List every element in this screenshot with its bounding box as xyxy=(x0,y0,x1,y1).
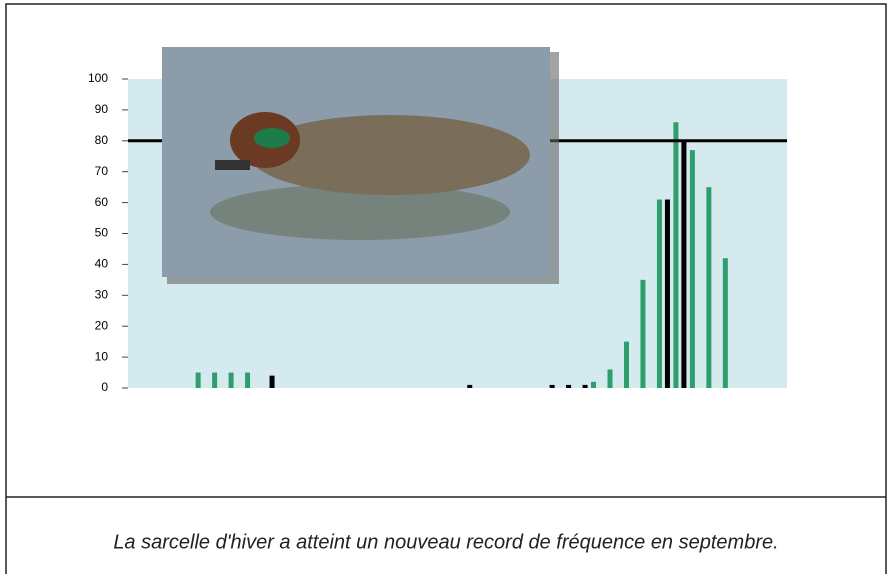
bar xyxy=(640,279,646,388)
y-tick-label: 40 xyxy=(95,257,109,271)
bar xyxy=(607,369,613,388)
photo xyxy=(162,47,559,284)
y-tick-label: 100 xyxy=(88,71,108,85)
duck-bill xyxy=(215,160,250,170)
bar xyxy=(623,341,629,388)
bar xyxy=(549,384,555,388)
bar xyxy=(582,384,588,388)
bar xyxy=(566,384,572,388)
bar xyxy=(245,372,251,388)
caption: La sarcelle d'hiver a atteint un nouveau… xyxy=(113,531,778,553)
bar xyxy=(681,140,687,388)
bar xyxy=(706,187,712,388)
y-tick-label: 30 xyxy=(95,287,109,301)
bar xyxy=(689,150,695,388)
y-tick-label: 70 xyxy=(95,164,109,178)
y-tick-label: 60 xyxy=(95,195,109,209)
bar xyxy=(467,384,473,388)
y-tick-label: 80 xyxy=(95,133,109,147)
duck-body xyxy=(250,115,530,195)
bar xyxy=(591,381,597,388)
y-tick-label: 50 xyxy=(95,226,109,240)
y-tick-label: 20 xyxy=(95,318,109,332)
bar xyxy=(212,372,218,388)
bar xyxy=(656,199,662,388)
bar xyxy=(269,375,275,388)
bar xyxy=(664,199,670,388)
bar xyxy=(673,122,679,388)
y-tick-label: 90 xyxy=(95,102,109,116)
duck-eye-patch xyxy=(254,128,290,148)
y-tick-label: 10 xyxy=(95,349,109,363)
bar xyxy=(722,258,728,388)
bar xyxy=(195,372,201,388)
y-tick-label: 0 xyxy=(101,380,108,394)
frame xyxy=(5,3,887,579)
bar xyxy=(228,372,234,388)
duck-reflection xyxy=(210,184,510,240)
